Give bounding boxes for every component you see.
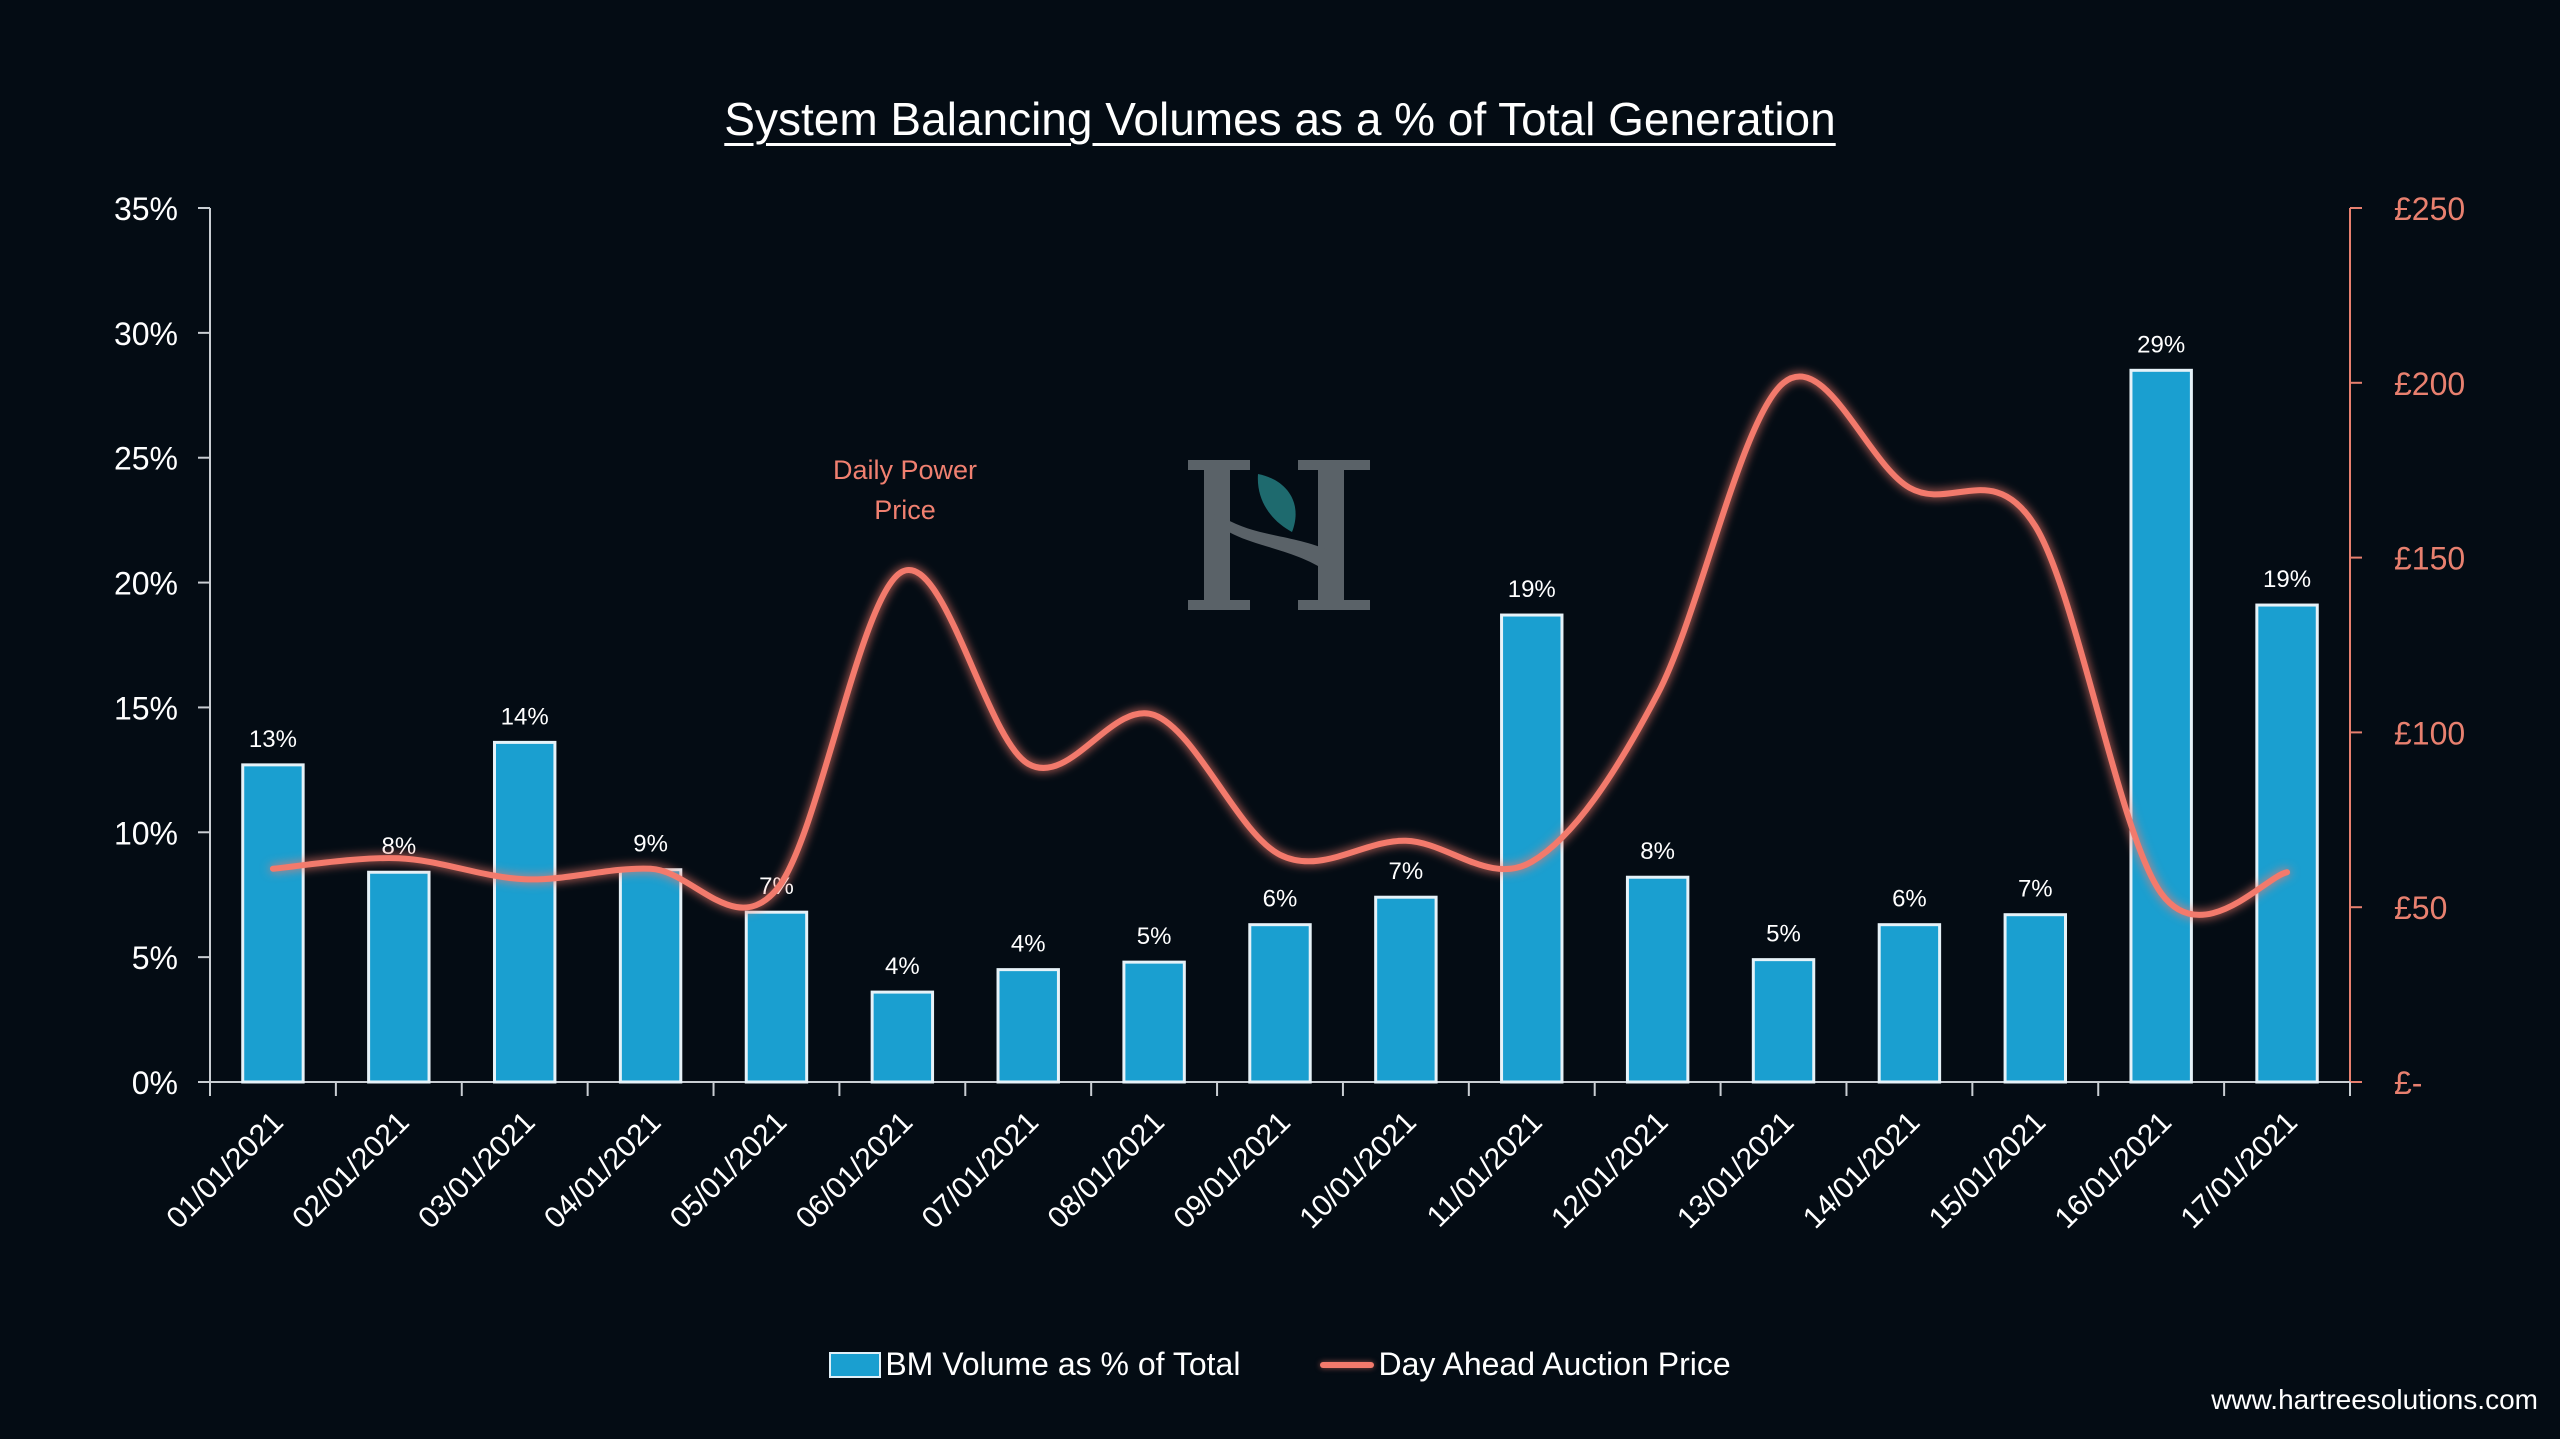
bar-06-01-2021	[870, 990, 935, 1084]
x-axis-tick-label: 14/01/2021	[1797, 1106, 1927, 1236]
bar-02-01-2021	[367, 870, 431, 1084]
bar-03-01-2021	[492, 740, 557, 1084]
x-axis-tick-label: 11/01/2021	[1421, 1106, 1549, 1234]
bar-12-01-2021	[1625, 875, 1690, 1084]
bar-10-01-2021	[1374, 895, 1438, 1084]
left-axis-tick-label: 25%	[114, 441, 178, 477]
bar-16-01-2021	[2129, 368, 2193, 1084]
bar-data-label: 7%	[2018, 876, 2053, 903]
hartree-logo-icon	[1188, 460, 1370, 610]
x-axis-tick-label: 08/01/2021	[1042, 1106, 1172, 1236]
left-axis-tick-label: 0%	[132, 1065, 178, 1101]
x-axis-tick-label: 02/01/2021	[286, 1106, 416, 1236]
bar-data-label: 7%	[1389, 858, 1424, 885]
legend-line-swatch-icon	[1320, 1361, 1375, 1368]
bar-data-label: 5%	[1766, 921, 1801, 948]
website-url: www.hartreesolutions.com	[2211, 1384, 2538, 1415]
right-axis-tick-label: £250	[2394, 191, 2465, 227]
bar-14-01-2021	[1877, 923, 1942, 1084]
legend-item-bm-volume: BM Volume as % of Total	[829, 1346, 1240, 1383]
x-axis-tick-label: 17/01/2021	[2174, 1106, 2304, 1236]
right-axis-tick-label: £200	[2394, 366, 2465, 402]
x-axis-tick-label: 07/01/2021	[916, 1106, 1046, 1236]
bar-04-01-2021	[618, 868, 683, 1084]
right-axis-tick-label: £-	[2394, 1065, 2422, 1101]
right-axis-tick-label: £150	[2394, 541, 2465, 577]
x-axis-tick-label: 16/01/2021	[2049, 1106, 2179, 1236]
left-axis-tick-label: 10%	[114, 815, 178, 851]
bar-data-label: 19%	[2263, 566, 2311, 593]
bar-data-label: 4%	[885, 953, 920, 980]
daily-power-price-annotation: Daily Power Price	[805, 450, 1005, 530]
x-axis-tick-label: 01/01/2021	[160, 1106, 290, 1236]
annotation-line-2: Price	[874, 495, 936, 525]
right-axis-tick-label: £100	[2394, 715, 2465, 751]
bar-data-label: 4%	[1011, 931, 1046, 958]
bar-data-label: 14%	[501, 703, 549, 730]
chart-title: System Balancing Volumes as a % of Total…	[724, 93, 1836, 145]
bar-08-01-2021	[1122, 960, 1186, 1084]
left-axis-tick-label: 5%	[132, 940, 178, 976]
bar-05-01-2021	[744, 910, 809, 1084]
bar-data-label: 13%	[249, 726, 297, 753]
x-axis-tick-label: 12/01/2021	[1545, 1106, 1675, 1236]
bar-data-label: 5%	[1137, 923, 1172, 950]
legend: BM Volume as % of Total Day Ahead Auctio…	[0, 1346, 2560, 1383]
left-axis-tick-label: 35%	[114, 191, 178, 227]
bar-data-label: 6%	[1892, 886, 1927, 913]
bar-01-01-2021	[241, 763, 305, 1084]
left-axis-tick-label: 20%	[114, 566, 178, 602]
legend-label-day-ahead-price: Day Ahead Auction Price	[1378, 1346, 1731, 1382]
right-axis-tick-label: £50	[2394, 890, 2447, 926]
x-axis-tick-label: 04/01/2021	[538, 1106, 668, 1236]
legend-label-bm-volume: BM Volume as % of Total	[885, 1346, 1241, 1382]
bar-09-01-2021	[1248, 923, 1312, 1084]
bar-13-01-2021	[1751, 958, 1816, 1084]
x-axis-tick-label: 05/01/2021	[664, 1106, 794, 1236]
bar-data-label: 9%	[633, 831, 668, 858]
x-axis-tick-label: 13/01/2021	[1671, 1106, 1801, 1236]
x-axis-tick-label: 06/01/2021	[790, 1106, 920, 1236]
bar-17-01-2021	[2255, 603, 2319, 1084]
bar-data-label: 29%	[2137, 331, 2185, 358]
bar-data-label: 19%	[1508, 576, 1556, 603]
left-axis-tick-label: 30%	[114, 316, 178, 352]
bar-data-label: 8%	[1640, 838, 1675, 865]
legend-item-day-ahead-price: Day Ahead Auction Price	[1320, 1346, 1731, 1383]
left-axis-tick-label: 15%	[114, 690, 178, 726]
price-line	[269, 373, 2291, 918]
x-axis-tick-label: 09/01/2021	[1167, 1106, 1297, 1236]
legend-bar-swatch-icon	[829, 1351, 882, 1378]
x-axis-tick-label: 15/01/2021	[1923, 1106, 2053, 1236]
x-axis-tick-label: 10/01/2021	[1293, 1106, 1423, 1236]
x-axis-tick-label: 03/01/2021	[412, 1106, 542, 1236]
bar-07-01-2021	[996, 968, 1060, 1084]
bar-15-01-2021	[2003, 913, 2068, 1084]
bar-data-label: 6%	[1263, 886, 1298, 913]
annotation-line-1: Daily Power	[832, 455, 978, 485]
